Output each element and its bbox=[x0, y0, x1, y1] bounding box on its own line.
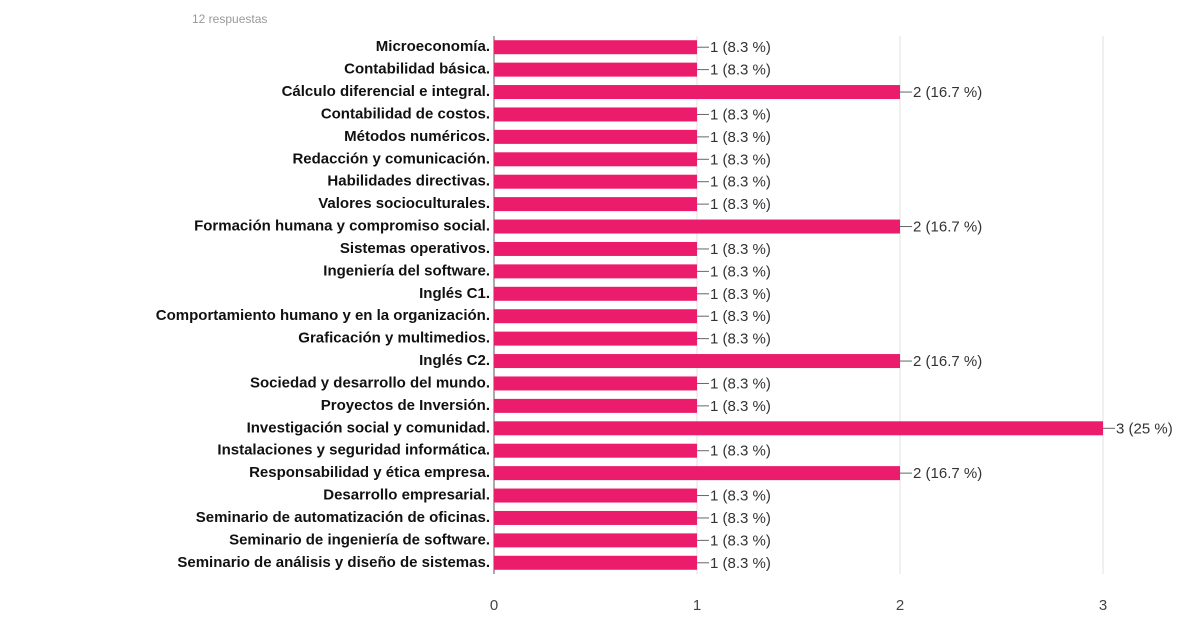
category-label: Redacción y comunicación. bbox=[292, 150, 490, 167]
value-label: 1 (8.3 %) bbox=[710, 129, 771, 146]
category-label: Ingeniería del software. bbox=[323, 262, 490, 279]
value-label: 1 (8.3 %) bbox=[710, 174, 771, 191]
bar bbox=[494, 376, 697, 391]
category-label: Seminario de análisis y diseño de sistem… bbox=[177, 554, 490, 571]
value-label: 1 (8.3 %) bbox=[710, 241, 771, 258]
bar bbox=[494, 152, 697, 167]
x-tick-label: 2 bbox=[896, 597, 904, 614]
value-label: 2 (16.7 %) bbox=[913, 84, 982, 101]
bar bbox=[494, 309, 697, 324]
bar bbox=[494, 241, 697, 256]
category-label: Formación humana y compromiso social. bbox=[194, 218, 490, 235]
bar bbox=[494, 510, 697, 525]
bar bbox=[494, 533, 697, 548]
x-tick-label: 1 bbox=[693, 597, 701, 614]
category-label: Inglés C1. bbox=[419, 285, 490, 302]
category-label: Proyectos de Inversión. bbox=[321, 397, 490, 414]
category-label: Microeconomía. bbox=[376, 38, 490, 55]
category-label: Comportamiento humano y en la organizaci… bbox=[156, 307, 490, 324]
bar bbox=[494, 331, 697, 346]
category-label: Cálculo diferencial e integral. bbox=[282, 83, 490, 100]
bar bbox=[494, 286, 697, 301]
bar bbox=[494, 197, 697, 212]
value-label: 1 (8.3 %) bbox=[710, 555, 771, 572]
value-label: 1 (8.3 %) bbox=[710, 510, 771, 527]
category-label: Seminario de automatización de oficinas. bbox=[196, 509, 490, 526]
bar bbox=[494, 488, 697, 503]
category-label: Contabilidad básica. bbox=[344, 61, 490, 78]
category-label: Métodos numéricos. bbox=[344, 128, 490, 145]
value-label: 1 (8.3 %) bbox=[710, 62, 771, 79]
bar bbox=[494, 85, 900, 100]
bar bbox=[494, 264, 697, 279]
category-label: Desarrollo empresarial. bbox=[323, 487, 490, 504]
value-label: 1 (8.3 %) bbox=[710, 196, 771, 213]
value-label: 3 (25 %) bbox=[1116, 420, 1173, 437]
bar bbox=[494, 219, 900, 234]
bar bbox=[494, 555, 697, 570]
category-label: Sociedad y desarrollo del mundo. bbox=[250, 374, 490, 391]
value-label: 1 (8.3 %) bbox=[710, 106, 771, 123]
response-count: 12 respuestas bbox=[192, 12, 267, 26]
value-label: 2 (16.7 %) bbox=[913, 353, 982, 370]
value-label: 1 (8.3 %) bbox=[710, 39, 771, 56]
value-label: 1 (8.3 %) bbox=[710, 263, 771, 280]
value-label: 1 (8.3 %) bbox=[710, 443, 771, 460]
bar bbox=[494, 174, 697, 189]
x-tick-label: 0 bbox=[490, 597, 498, 614]
category-label: Graficación y multimedios. bbox=[298, 330, 490, 347]
value-label: 1 (8.3 %) bbox=[710, 532, 771, 549]
bar bbox=[494, 398, 697, 413]
value-label: 1 (8.3 %) bbox=[710, 488, 771, 505]
value-label: 1 (8.3 %) bbox=[710, 286, 771, 303]
value-label: 1 (8.3 %) bbox=[710, 398, 771, 415]
bar bbox=[494, 40, 697, 55]
category-label: Inglés C2. bbox=[419, 352, 490, 369]
category-label: Instalaciones y seguridad informática. bbox=[217, 442, 490, 459]
category-label: Seminario de ingeniería de software. bbox=[229, 531, 490, 548]
category-label: Valores socioculturales. bbox=[318, 195, 490, 212]
bar bbox=[494, 443, 697, 458]
value-label: 1 (8.3 %) bbox=[710, 375, 771, 392]
value-label: 1 (8.3 %) bbox=[710, 331, 771, 348]
bar bbox=[494, 354, 900, 369]
x-tick-label: 3 bbox=[1099, 597, 1107, 614]
value-label: 2 (16.7 %) bbox=[913, 465, 982, 482]
category-label: Habilidades directivas. bbox=[327, 173, 490, 190]
category-label: Sistemas operativos. bbox=[340, 240, 490, 257]
bar bbox=[494, 62, 697, 77]
bar bbox=[494, 466, 900, 481]
bar bbox=[494, 421, 1103, 436]
bar bbox=[494, 107, 697, 122]
value-label: 2 (16.7 %) bbox=[913, 219, 982, 236]
bar bbox=[494, 129, 697, 144]
category-label: Responsabilidad y ética empresa. bbox=[249, 464, 490, 481]
category-label: Investigación social y comunidad. bbox=[247, 419, 490, 436]
category-label: Contabilidad de costos. bbox=[321, 105, 490, 122]
value-label: 1 (8.3 %) bbox=[710, 308, 771, 325]
value-label: 1 (8.3 %) bbox=[710, 151, 771, 168]
